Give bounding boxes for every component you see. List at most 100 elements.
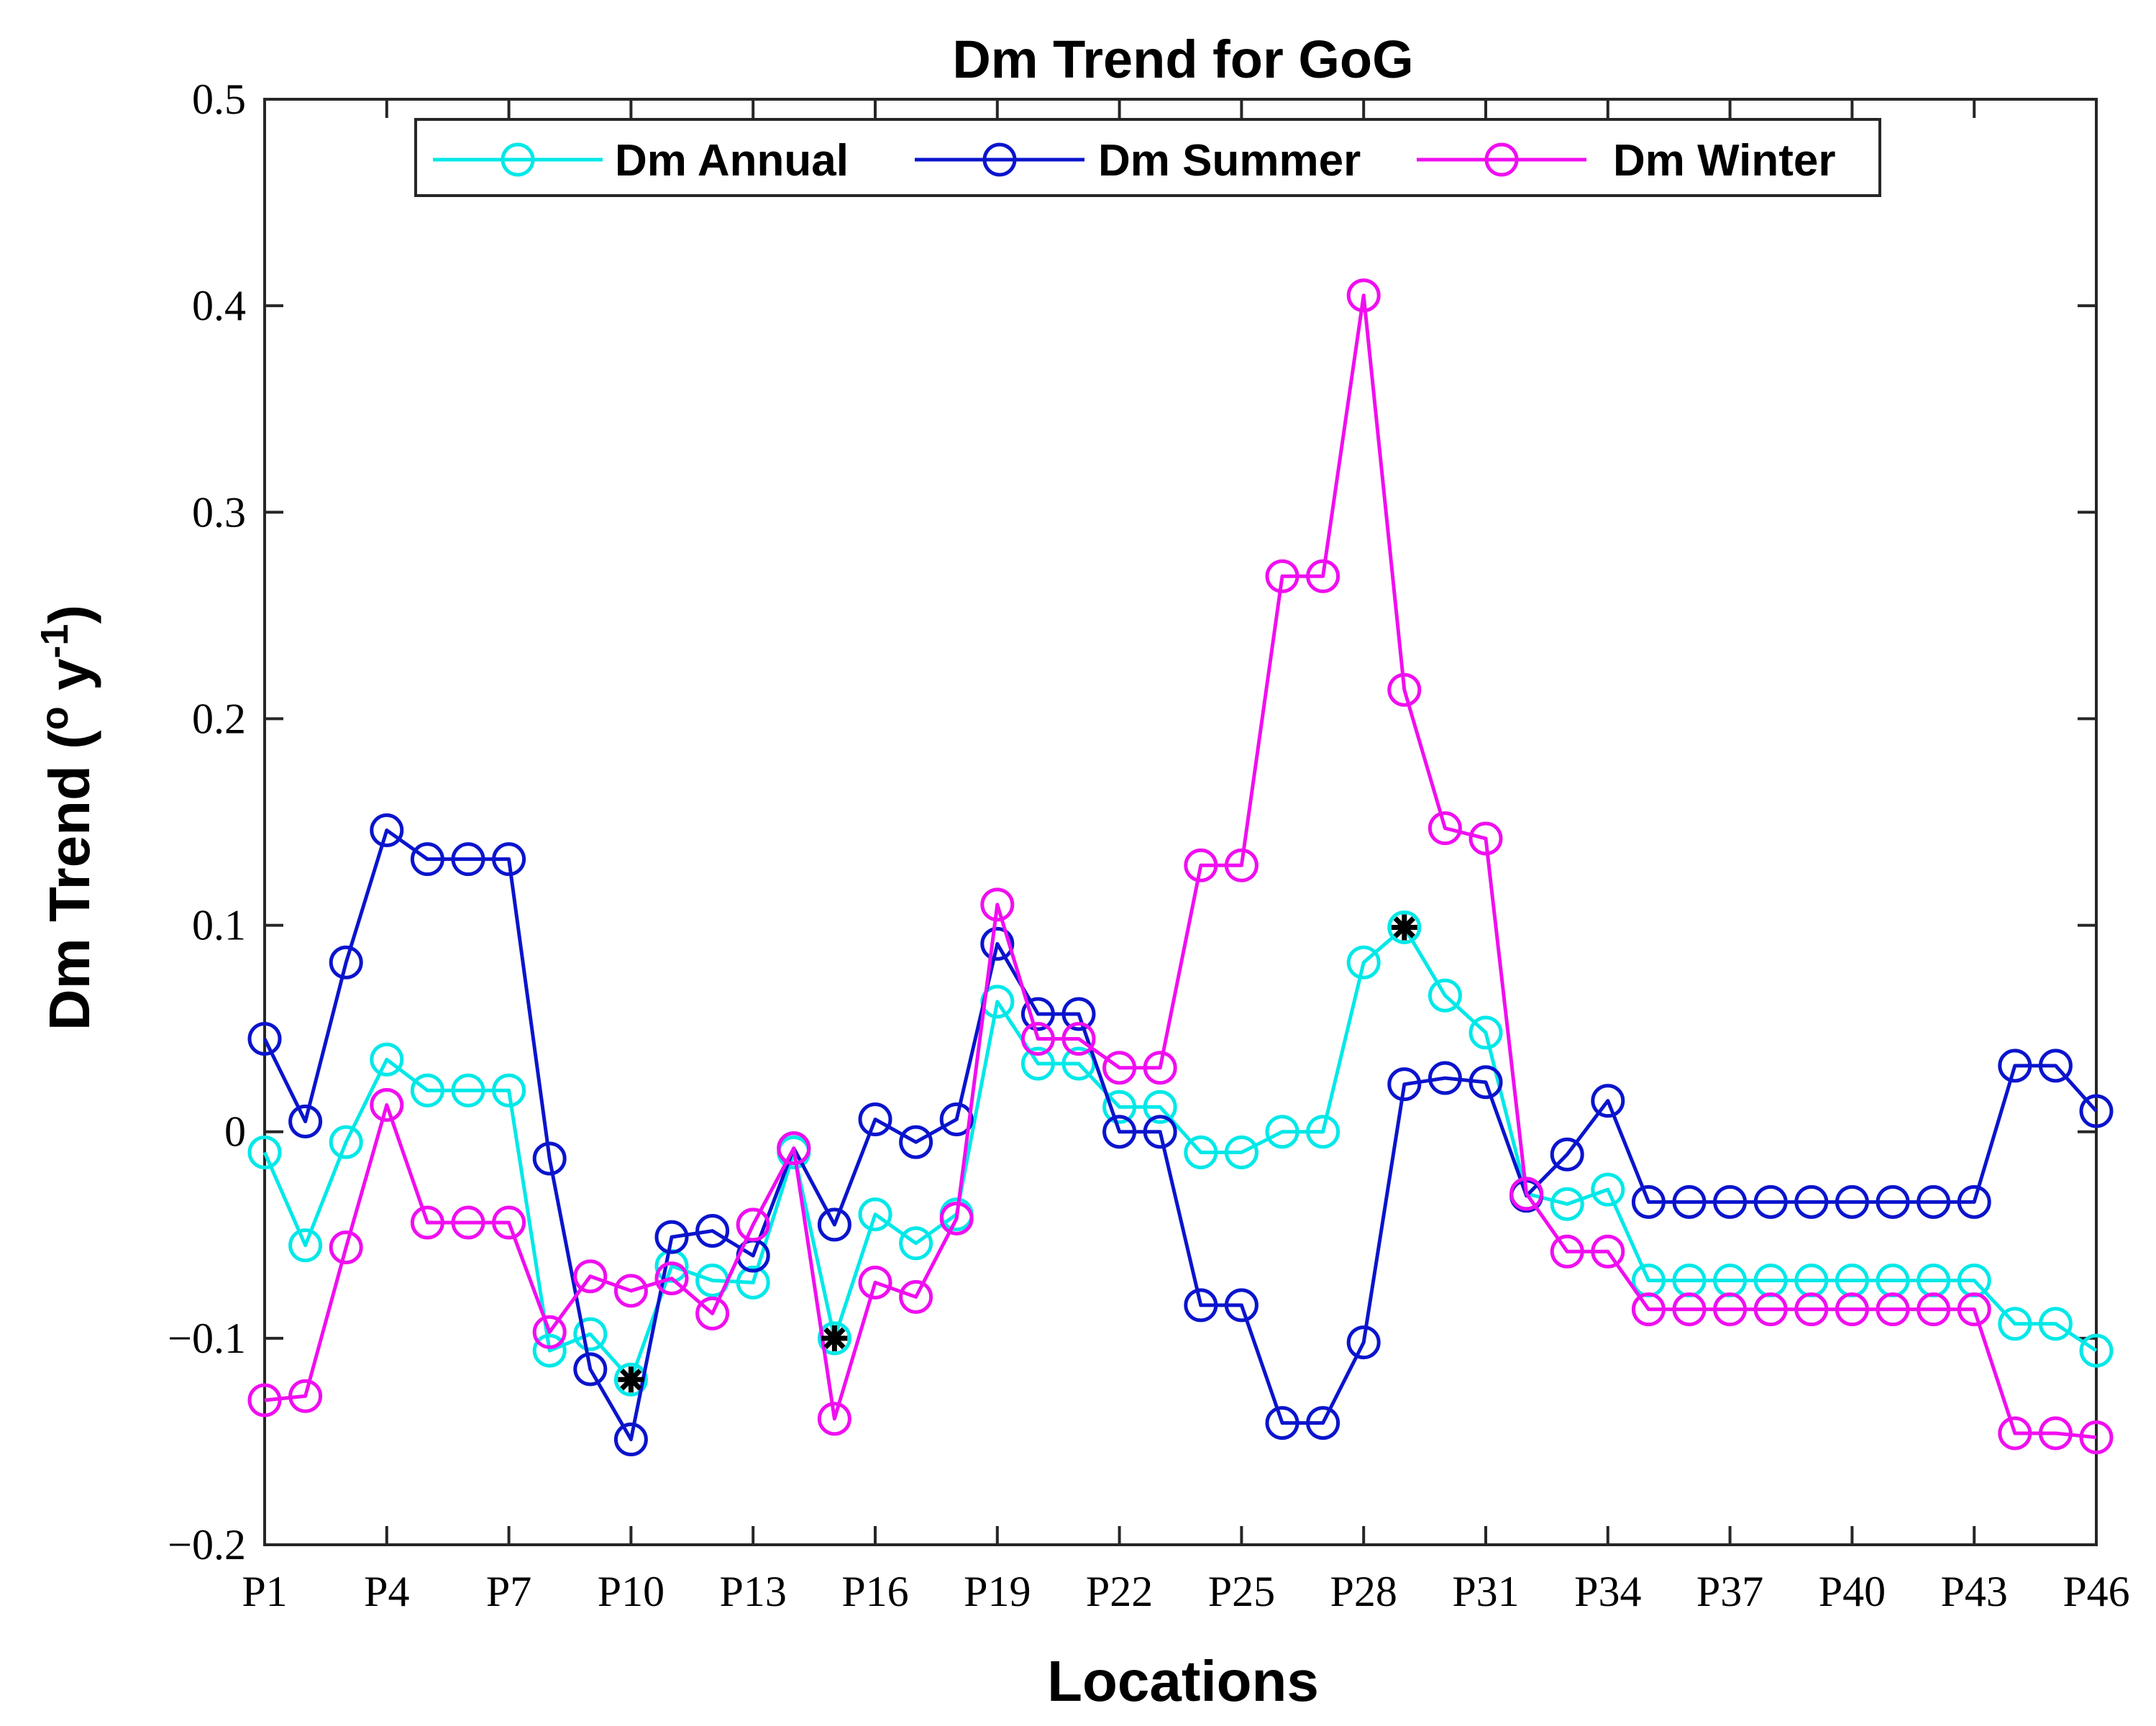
legend-entry-dm-winter: Dm Winter (1417, 136, 1835, 186)
data-point-dm-annual (370, 1042, 404, 1077)
data-point-dm-winter (1591, 1234, 1625, 1269)
data-point-dm-annual (1184, 1135, 1218, 1169)
data-point-dm-winter (1713, 1292, 1748, 1327)
data-point-dm-annual (613, 1362, 648, 1397)
data-point-dm-winter (573, 1259, 608, 1294)
data-point-dm-summer (695, 1214, 730, 1248)
legend-marker-dm-winter (1484, 142, 1519, 177)
legend-entry-dm-annual: Dm Annual (433, 136, 849, 186)
data-point-dm-summer (1957, 1184, 1991, 1219)
data-point-dm-winter (858, 1265, 892, 1300)
data-point-dm-winter (1550, 1234, 1584, 1269)
x-tick-label: P37 (1696, 1568, 1763, 1615)
data-point-dm-summer (1713, 1184, 1748, 1219)
data-point-dm-summer (1672, 1184, 1707, 1219)
x-tick-label: P22 (1086, 1568, 1153, 1615)
data-point-dm-annual (1224, 1135, 1259, 1169)
x-tick-label: P13 (720, 1568, 787, 1615)
asterisk-stroke (823, 1327, 846, 1350)
legend-label-dm-annual: Dm Annual (615, 136, 849, 186)
x-tick-label: P31 (1452, 1568, 1519, 1615)
y-tick-label: 0.2 (192, 695, 246, 742)
series-line-dm-annual (262, 925, 2098, 1382)
data-point-dm-summer (1753, 1184, 1788, 1219)
y-axis-label-exponent: -1 (33, 624, 76, 659)
significance-markers (618, 914, 1417, 1393)
data-point-dm-summer (939, 1102, 974, 1136)
x-tick-label: P1 (242, 1568, 287, 1615)
data-point-dm-annual (1143, 1090, 1177, 1124)
data-point-dm-winter (1957, 1292, 1991, 1327)
data-point-dm-summer (1591, 1084, 1625, 1118)
data-point-dm-winter (980, 887, 1015, 922)
data-point-dm-winter (2079, 1420, 2114, 1455)
data-point-dm-annual (1591, 1172, 1625, 1207)
data-point-dm-winter (1143, 1051, 1177, 1085)
data-point-dm-summer (1143, 1115, 1177, 1149)
data-point-dm-winter (1306, 559, 1340, 593)
data-point-dm-annual (247, 1135, 282, 1169)
data-point-dm-annual (329, 1125, 363, 1159)
data-point-dm-summer (817, 1207, 851, 1242)
data-point-dm-annual (410, 1073, 444, 1108)
data-point-dm-summer (1102, 1115, 1137, 1149)
data-point-dm-winter (939, 1201, 974, 1236)
data-point-dm-winter (1835, 1292, 1869, 1327)
y-tick-label: 0.5 (192, 76, 246, 123)
data-point-dm-summer (1020, 997, 1055, 1031)
data-point-dm-summer (370, 813, 404, 847)
series-line-dm-winter (264, 293, 2097, 1440)
x-tick-label: P16 (841, 1568, 908, 1615)
data-point-dm-winter (899, 1279, 933, 1314)
y-axis-ticks: −0.2 −0.1 0 0.1 0.2 0.3 0.4 0.5 (168, 76, 2096, 1569)
x-tick-label: P10 (598, 1568, 664, 1615)
data-point-dm-winter (817, 1402, 851, 1436)
data-point-dm-annual (899, 1226, 933, 1261)
data-point-dm-summer (288, 1104, 323, 1138)
legend: Dm Annual Dm Summer Dm Winter (414, 118, 1881, 197)
data-point-dm-summer (1224, 1288, 1259, 1323)
y-tick-label: 0.4 (192, 282, 246, 329)
data-point-dm-winter (736, 1207, 770, 1242)
data-point-dm-winter (532, 1315, 567, 1349)
significance-marker (1391, 914, 1417, 941)
data-point-dm-summer (1876, 1184, 1910, 1219)
x-axis-label: Locations (1047, 1649, 1319, 1713)
data-point-dm-annual (858, 1197, 892, 1232)
data-point-dm-summer (1835, 1184, 1869, 1219)
data-point-dm-annual (2079, 1333, 2114, 1368)
data-point-dm-winter (1265, 559, 1299, 593)
data-point-dm-annual (451, 1073, 485, 1108)
legend-label-dm-summer: Dm Summer (1098, 136, 1361, 186)
data-point-dm-summer (532, 1141, 567, 1176)
data-point-dm-annual (1306, 1115, 1340, 1149)
legend-marker-dm-summer (982, 142, 1017, 177)
data-point-dm-summer (1468, 1065, 1503, 1100)
data-point-dm-annual (817, 1321, 851, 1356)
series-dm-summer (247, 813, 2114, 1457)
data-point-dm-winter (1468, 821, 1503, 856)
data-point-dm-annual (492, 1073, 526, 1108)
data-point-dm-summer (410, 842, 444, 877)
data-point-dm-annual (1428, 978, 1462, 1013)
data-point-dm-summer (451, 842, 485, 877)
data-point-dm-summer (1631, 1184, 1666, 1219)
plot-area (263, 98, 2098, 1546)
data-point-dm-summer (1265, 1406, 1299, 1440)
data-point-dm-summer (1428, 1061, 1462, 1095)
data-point-dm-summer (2038, 1049, 2073, 1083)
y-axis-label: Dm Trend (o y-1) (33, 605, 101, 1031)
data-point-dm-winter (777, 1131, 811, 1166)
data-point-dm-winter (288, 1379, 323, 1413)
data-point-dm-annual (1346, 945, 1381, 980)
data-point-dm-summer (1794, 1184, 1829, 1219)
legend-entry-dm-summer: Dm Summer (915, 136, 1361, 186)
y-tick-label: 0 (224, 1108, 246, 1156)
data-point-dm-summer (899, 1125, 933, 1159)
data-point-dm-winter (613, 1274, 648, 1308)
y-axis-label-unit: y (37, 658, 101, 706)
series-line-dm-summer (262, 828, 2098, 1442)
data-point-dm-summer (1061, 997, 1096, 1031)
